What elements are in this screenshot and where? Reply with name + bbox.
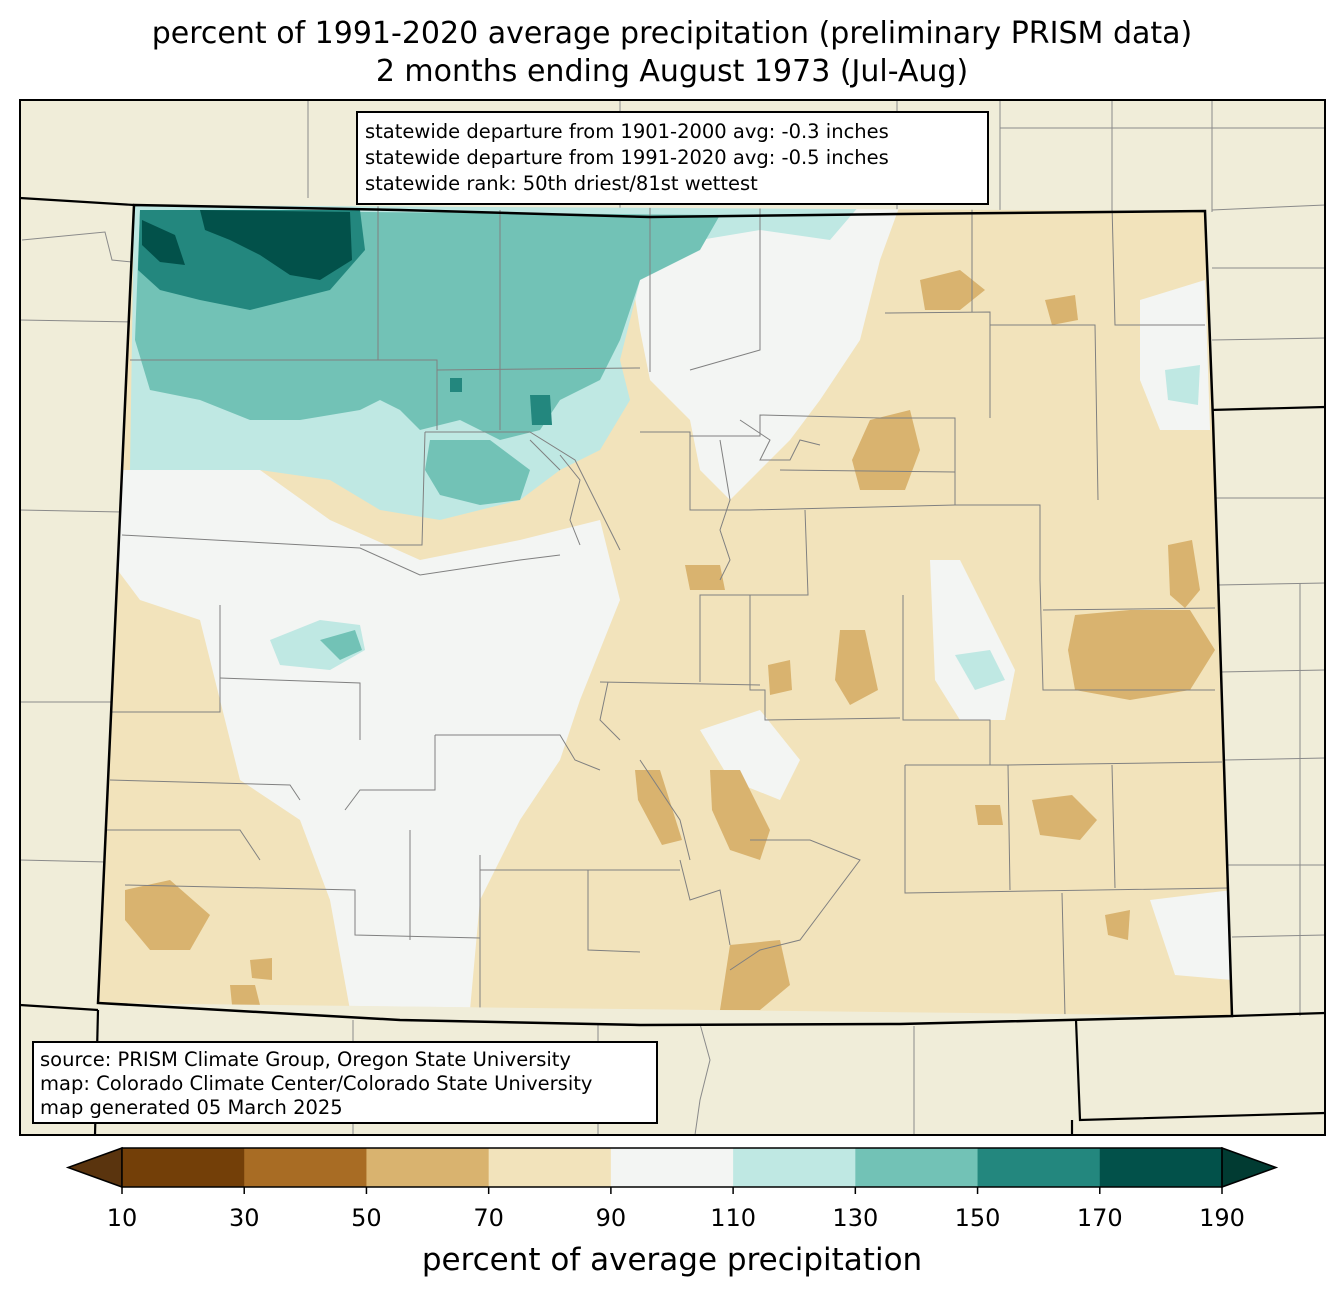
colorbar-tick-label: 110	[710, 1204, 757, 1232]
colorbar-extend-low	[65, 1146, 123, 1189]
colorado-border	[96, 203, 1234, 1027]
map-frame-border	[19, 99, 1326, 1136]
colorbar-tick-label: 170	[1076, 1204, 1123, 1232]
stats-line-1901-2000: statewide departure from 1901-2000 avg: …	[365, 120, 889, 143]
stats-line-rank: statewide rank: 50th driest/81st wettest	[365, 172, 758, 195]
colorbar-segment	[366, 1148, 490, 1187]
map-credit-line: map: Colorado Climate Center/Colorado St…	[40, 1072, 593, 1095]
colorbar-tick-label: 70	[473, 1204, 504, 1232]
colorbar-segment	[488, 1148, 612, 1187]
colorbar-tick-label: 10	[106, 1204, 138, 1232]
statewide-stats-box: statewide departure from 1901-2000 avg: …	[356, 111, 989, 205]
colorbar-tick-label: 150	[954, 1204, 1001, 1232]
colorbar-tick-label: 130	[832, 1204, 879, 1232]
colorbar-segment	[977, 1148, 1101, 1187]
colorbar-segment	[610, 1148, 734, 1187]
colorbar-segment	[855, 1148, 979, 1187]
neighbor-state-borders	[20, 196, 1325, 1135]
colorbar-segment	[244, 1148, 367, 1187]
colorbar-tick-label: 50	[351, 1204, 382, 1232]
colorbar-tick-label: 190	[1199, 1204, 1245, 1232]
source-credits-box: source: PRISM Climate Group, Oregon Stat…	[32, 1041, 658, 1124]
colorbar-tick-label: 30	[228, 1204, 260, 1232]
colorbar-segment	[733, 1148, 856, 1187]
stats-line-1991-2020: statewide departure from 1991-2020 avg: …	[365, 146, 889, 169]
colorbar	[65, 1146, 1279, 1194]
colorbar-label: percent of average precipitation	[421, 1242, 923, 1278]
colorbar-segment	[1099, 1148, 1223, 1187]
county-lines	[106, 205, 1229, 1016]
precipitation-contours	[98, 205, 1232, 1016]
colorbar-outline	[121, 1147, 1223, 1188]
source-line: source: PRISM Climate Group, Oregon Stat…	[40, 1048, 571, 1071]
map-title-line2: 2 months ending August 1973 (Jul-Aug)	[375, 54, 969, 89]
colorbar-tick-label: 90	[595, 1204, 627, 1232]
map-generated-line: map generated 05 March 2025	[40, 1096, 343, 1119]
colorbar-segment	[122, 1148, 245, 1187]
colorbar-extend-high	[1221, 1146, 1279, 1189]
map-title-line1: percent of 1991-2020 average precipitati…	[151, 16, 1193, 51]
